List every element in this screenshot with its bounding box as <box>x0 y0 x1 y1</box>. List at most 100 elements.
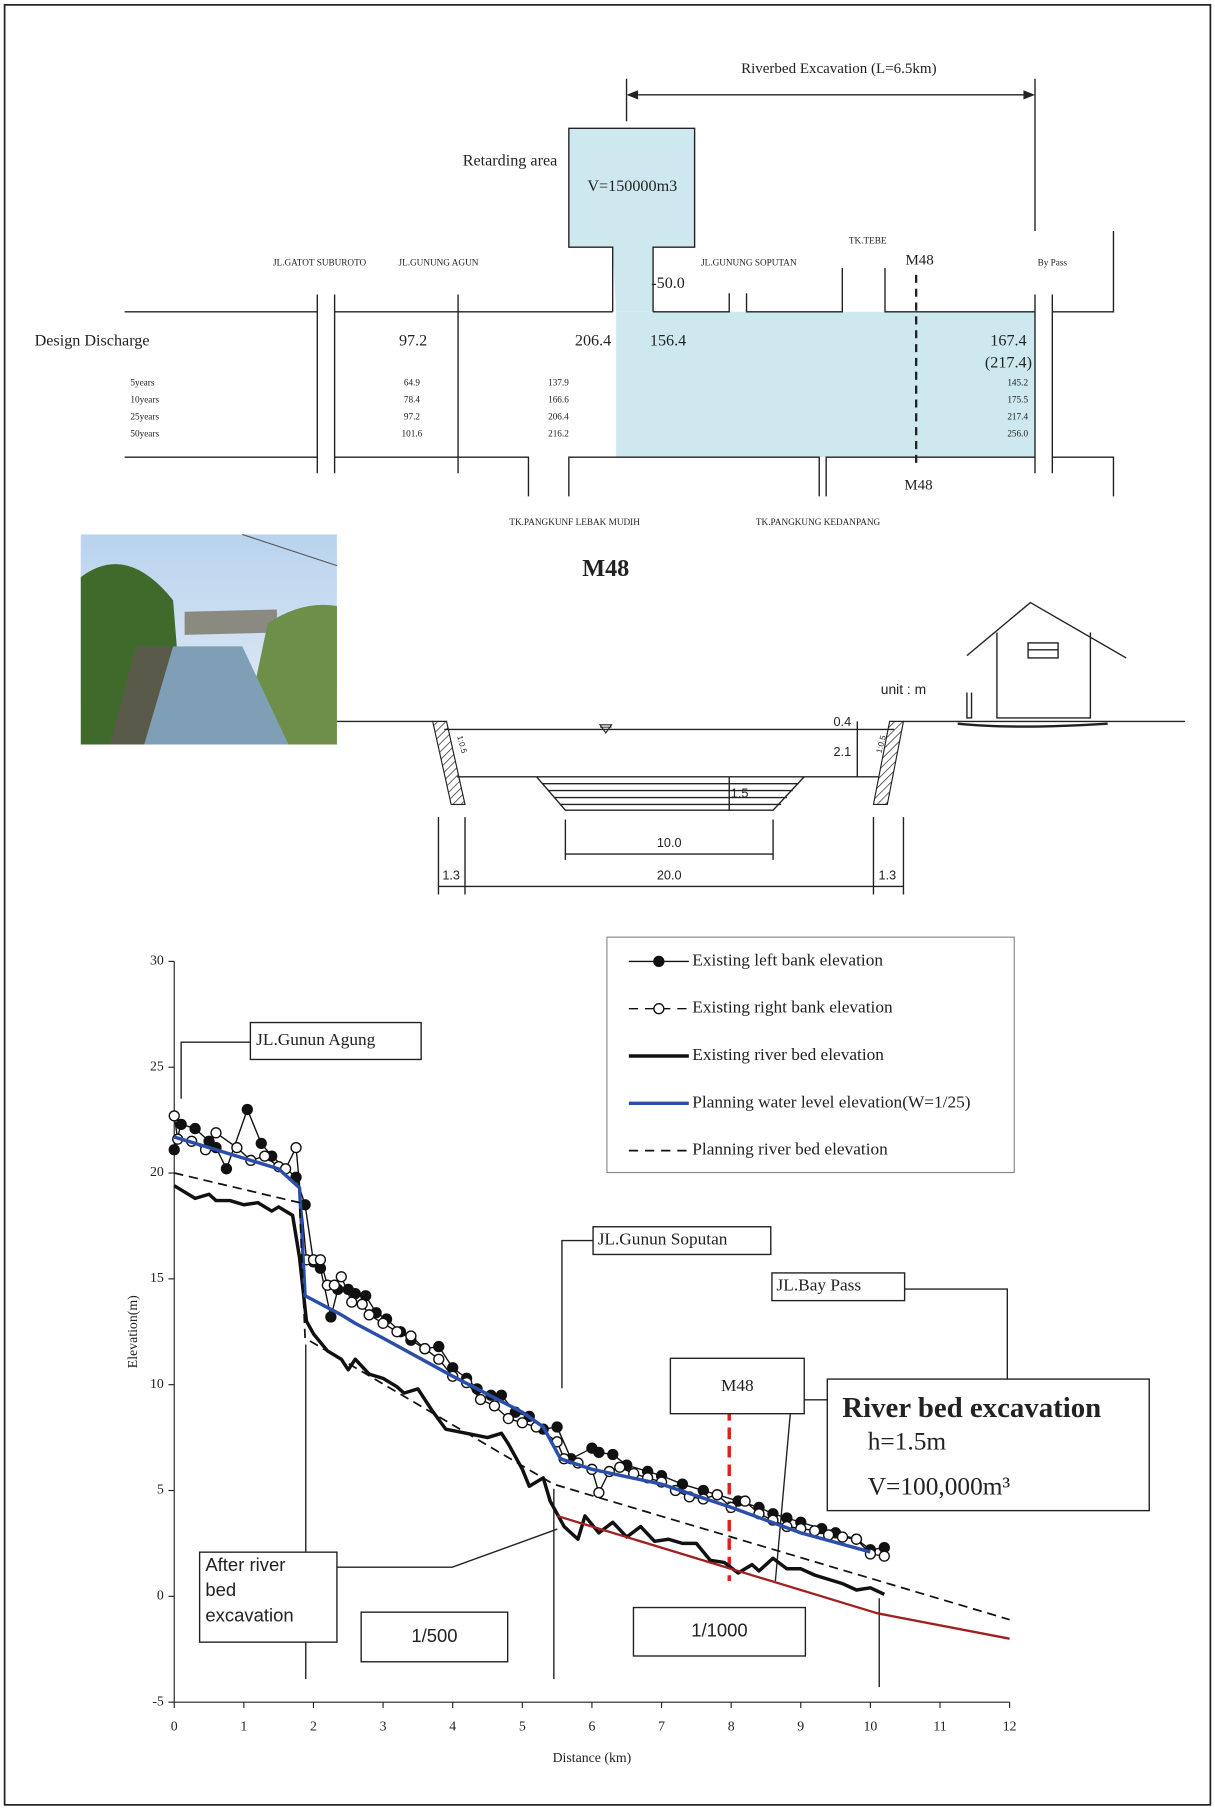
data-point <box>347 1297 357 1307</box>
y-tick-label: 25 <box>150 1058 164 1073</box>
x-tick-label: 4 <box>449 1719 456 1734</box>
dimension: 20.0 <box>657 868 682 882</box>
data-point <box>615 1462 625 1472</box>
discharge-cell: 78.4 <box>404 394 421 404</box>
discharge-value: 206.4 <box>575 332 611 349</box>
section-title: M48 <box>582 555 629 582</box>
period-label: 5years <box>130 377 154 387</box>
road-label: JL.GATOT SUBUROTO <box>273 257 367 267</box>
period-label: 50years <box>130 428 159 438</box>
x-tick-label: 10 <box>863 1719 877 1734</box>
data-point <box>232 1143 242 1153</box>
y-tick-label: 20 <box>150 1164 164 1179</box>
x-tick-label: 7 <box>658 1719 665 1734</box>
tributary-label: TK.PANGKUNG KEDANPANG <box>756 517 881 527</box>
data-point <box>221 1164 231 1174</box>
data-point <box>336 1272 346 1282</box>
slope-label: 1/1000 <box>691 1620 747 1641</box>
data-point <box>420 1344 430 1354</box>
discharge-cell: 137.9 <box>548 377 569 387</box>
x-axis-title: Distance (km) <box>553 1750 632 1766</box>
y-tick-label: 15 <box>150 1270 164 1285</box>
legend-label: Existing river bed elevation <box>692 1045 884 1064</box>
x-tick-label: 2 <box>310 1719 317 1734</box>
discharge-value: (217.4) <box>985 354 1032 371</box>
dimension: 1.5 <box>731 786 749 800</box>
data-point <box>503 1414 513 1424</box>
data-point <box>434 1354 444 1364</box>
data-point <box>260 1151 270 1161</box>
legend-label: Planning river bed elevation <box>692 1140 888 1159</box>
dimension: 2.1 <box>833 745 851 759</box>
discharge-label: Design Discharge <box>35 332 150 349</box>
place-label: JL.Gunun Agung <box>256 1030 376 1049</box>
data-point <box>176 1119 186 1129</box>
data-point <box>357 1299 367 1309</box>
x-tick-label: 11 <box>933 1719 946 1734</box>
dimension: 0.4 <box>833 715 851 729</box>
section-label: M48 <box>904 477 932 493</box>
x-tick-label: 3 <box>380 1719 387 1734</box>
page: Riverbed Excavation (L=6.5km) Retarding … <box>0 0 1215 1812</box>
x-tick-label: 0 <box>171 1719 178 1734</box>
data-point <box>190 1124 200 1134</box>
x-tick-label: 6 <box>588 1719 595 1734</box>
section-label: M48 <box>905 252 933 268</box>
data-point <box>740 1496 750 1506</box>
y-tick-label: 10 <box>150 1376 164 1391</box>
retarding-cut: -50.0 <box>651 275 685 292</box>
x-tick-label: 5 <box>519 1719 526 1734</box>
data-point <box>291 1143 301 1153</box>
legend-label: Existing right bank elevation <box>692 998 893 1017</box>
tributary-label: TK.PANGKUNF LEBAK MUDIH <box>509 517 640 527</box>
dimension: 1.3 <box>442 868 460 882</box>
frame <box>5 5 1211 1805</box>
excavation-note: h=1.5m <box>868 1428 947 1456</box>
after-note: After river <box>205 1554 285 1575</box>
road-label: By Pass <box>1038 257 1068 267</box>
road-label: JL.GUNUNG SOPUTAN <box>701 257 797 267</box>
legend-marker <box>654 956 664 966</box>
discharge-cell: 216.2 <box>548 428 569 438</box>
data-point <box>608 1450 618 1460</box>
data-point <box>476 1395 486 1405</box>
place-label: JL.Bay Pass <box>777 1276 862 1295</box>
period-label: 10years <box>130 394 159 404</box>
data-point <box>329 1280 339 1290</box>
retarding-volume: V=150000m3 <box>587 178 677 195</box>
data-point <box>490 1401 500 1411</box>
discharge-cell: 217.4 <box>1007 411 1028 421</box>
data-point <box>517 1418 527 1428</box>
discharge-cell: 64.9 <box>404 377 421 387</box>
data-point <box>169 1111 179 1121</box>
data-point <box>594 1488 604 1498</box>
y-tick-label: 5 <box>157 1482 164 1497</box>
after-note: excavation <box>205 1605 293 1626</box>
excavation-note: River bed excavation <box>842 1392 1101 1424</box>
data-point <box>315 1255 325 1265</box>
discharge-value: 97.2 <box>399 332 427 349</box>
discharge-cell: 97.2 <box>404 411 421 421</box>
y-tick-label: 0 <box>157 1588 164 1603</box>
data-point <box>326 1312 336 1322</box>
discharge-cell: 206.4 <box>548 411 569 421</box>
data-point <box>552 1422 562 1432</box>
unit-label: unit : m <box>881 681 926 697</box>
data-point <box>712 1490 722 1500</box>
dimension: 1.3 <box>878 868 896 882</box>
dimension: 10.0 <box>657 836 682 850</box>
data-point <box>211 1128 221 1138</box>
discharge-cell: 175.5 <box>1007 394 1028 404</box>
discharge-value: 156.4 <box>650 332 686 349</box>
excavation-label: Riverbed Excavation (L=6.5km) <box>741 61 936 77</box>
x-tick-label: 1 <box>240 1719 247 1734</box>
data-point <box>169 1145 179 1155</box>
data-point <box>378 1318 388 1328</box>
y-tick-label: -5 <box>152 1693 164 1708</box>
site-photo <box>81 534 337 744</box>
discharge-cell: 256.0 <box>1007 428 1028 438</box>
x-tick-label: 8 <box>728 1719 735 1734</box>
excavation-note: V=100,000m³ <box>868 1473 1011 1501</box>
x-tick-label: 12 <box>1003 1719 1017 1734</box>
place-label: M48 <box>721 1376 754 1395</box>
